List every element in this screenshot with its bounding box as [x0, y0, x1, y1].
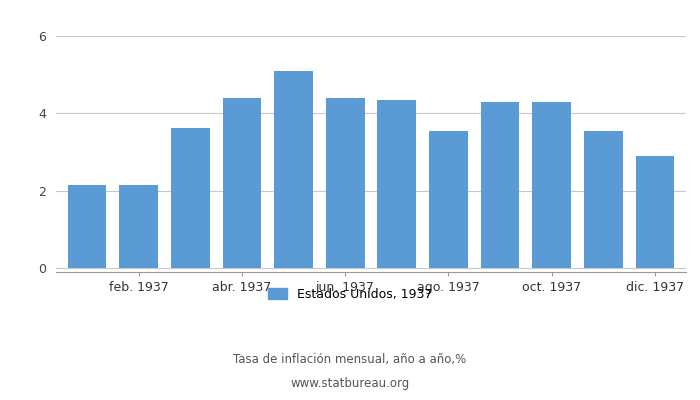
Bar — [171, 128, 209, 268]
Text: www.statbureau.org: www.statbureau.org — [290, 378, 410, 390]
Bar — [533, 102, 571, 268]
Bar — [636, 156, 674, 268]
Bar — [481, 102, 519, 268]
Legend: Estados Unidos, 1937: Estados Unidos, 1937 — [263, 283, 437, 306]
Text: Tasa de inflación mensual, año a año,%: Tasa de inflación mensual, año a año,% — [233, 354, 467, 366]
Bar — [326, 98, 365, 268]
Bar — [584, 130, 623, 268]
Bar — [274, 70, 313, 268]
Bar — [223, 98, 261, 268]
Bar — [377, 100, 416, 268]
Bar — [119, 185, 158, 268]
Bar — [429, 130, 468, 268]
Bar — [68, 185, 106, 268]
